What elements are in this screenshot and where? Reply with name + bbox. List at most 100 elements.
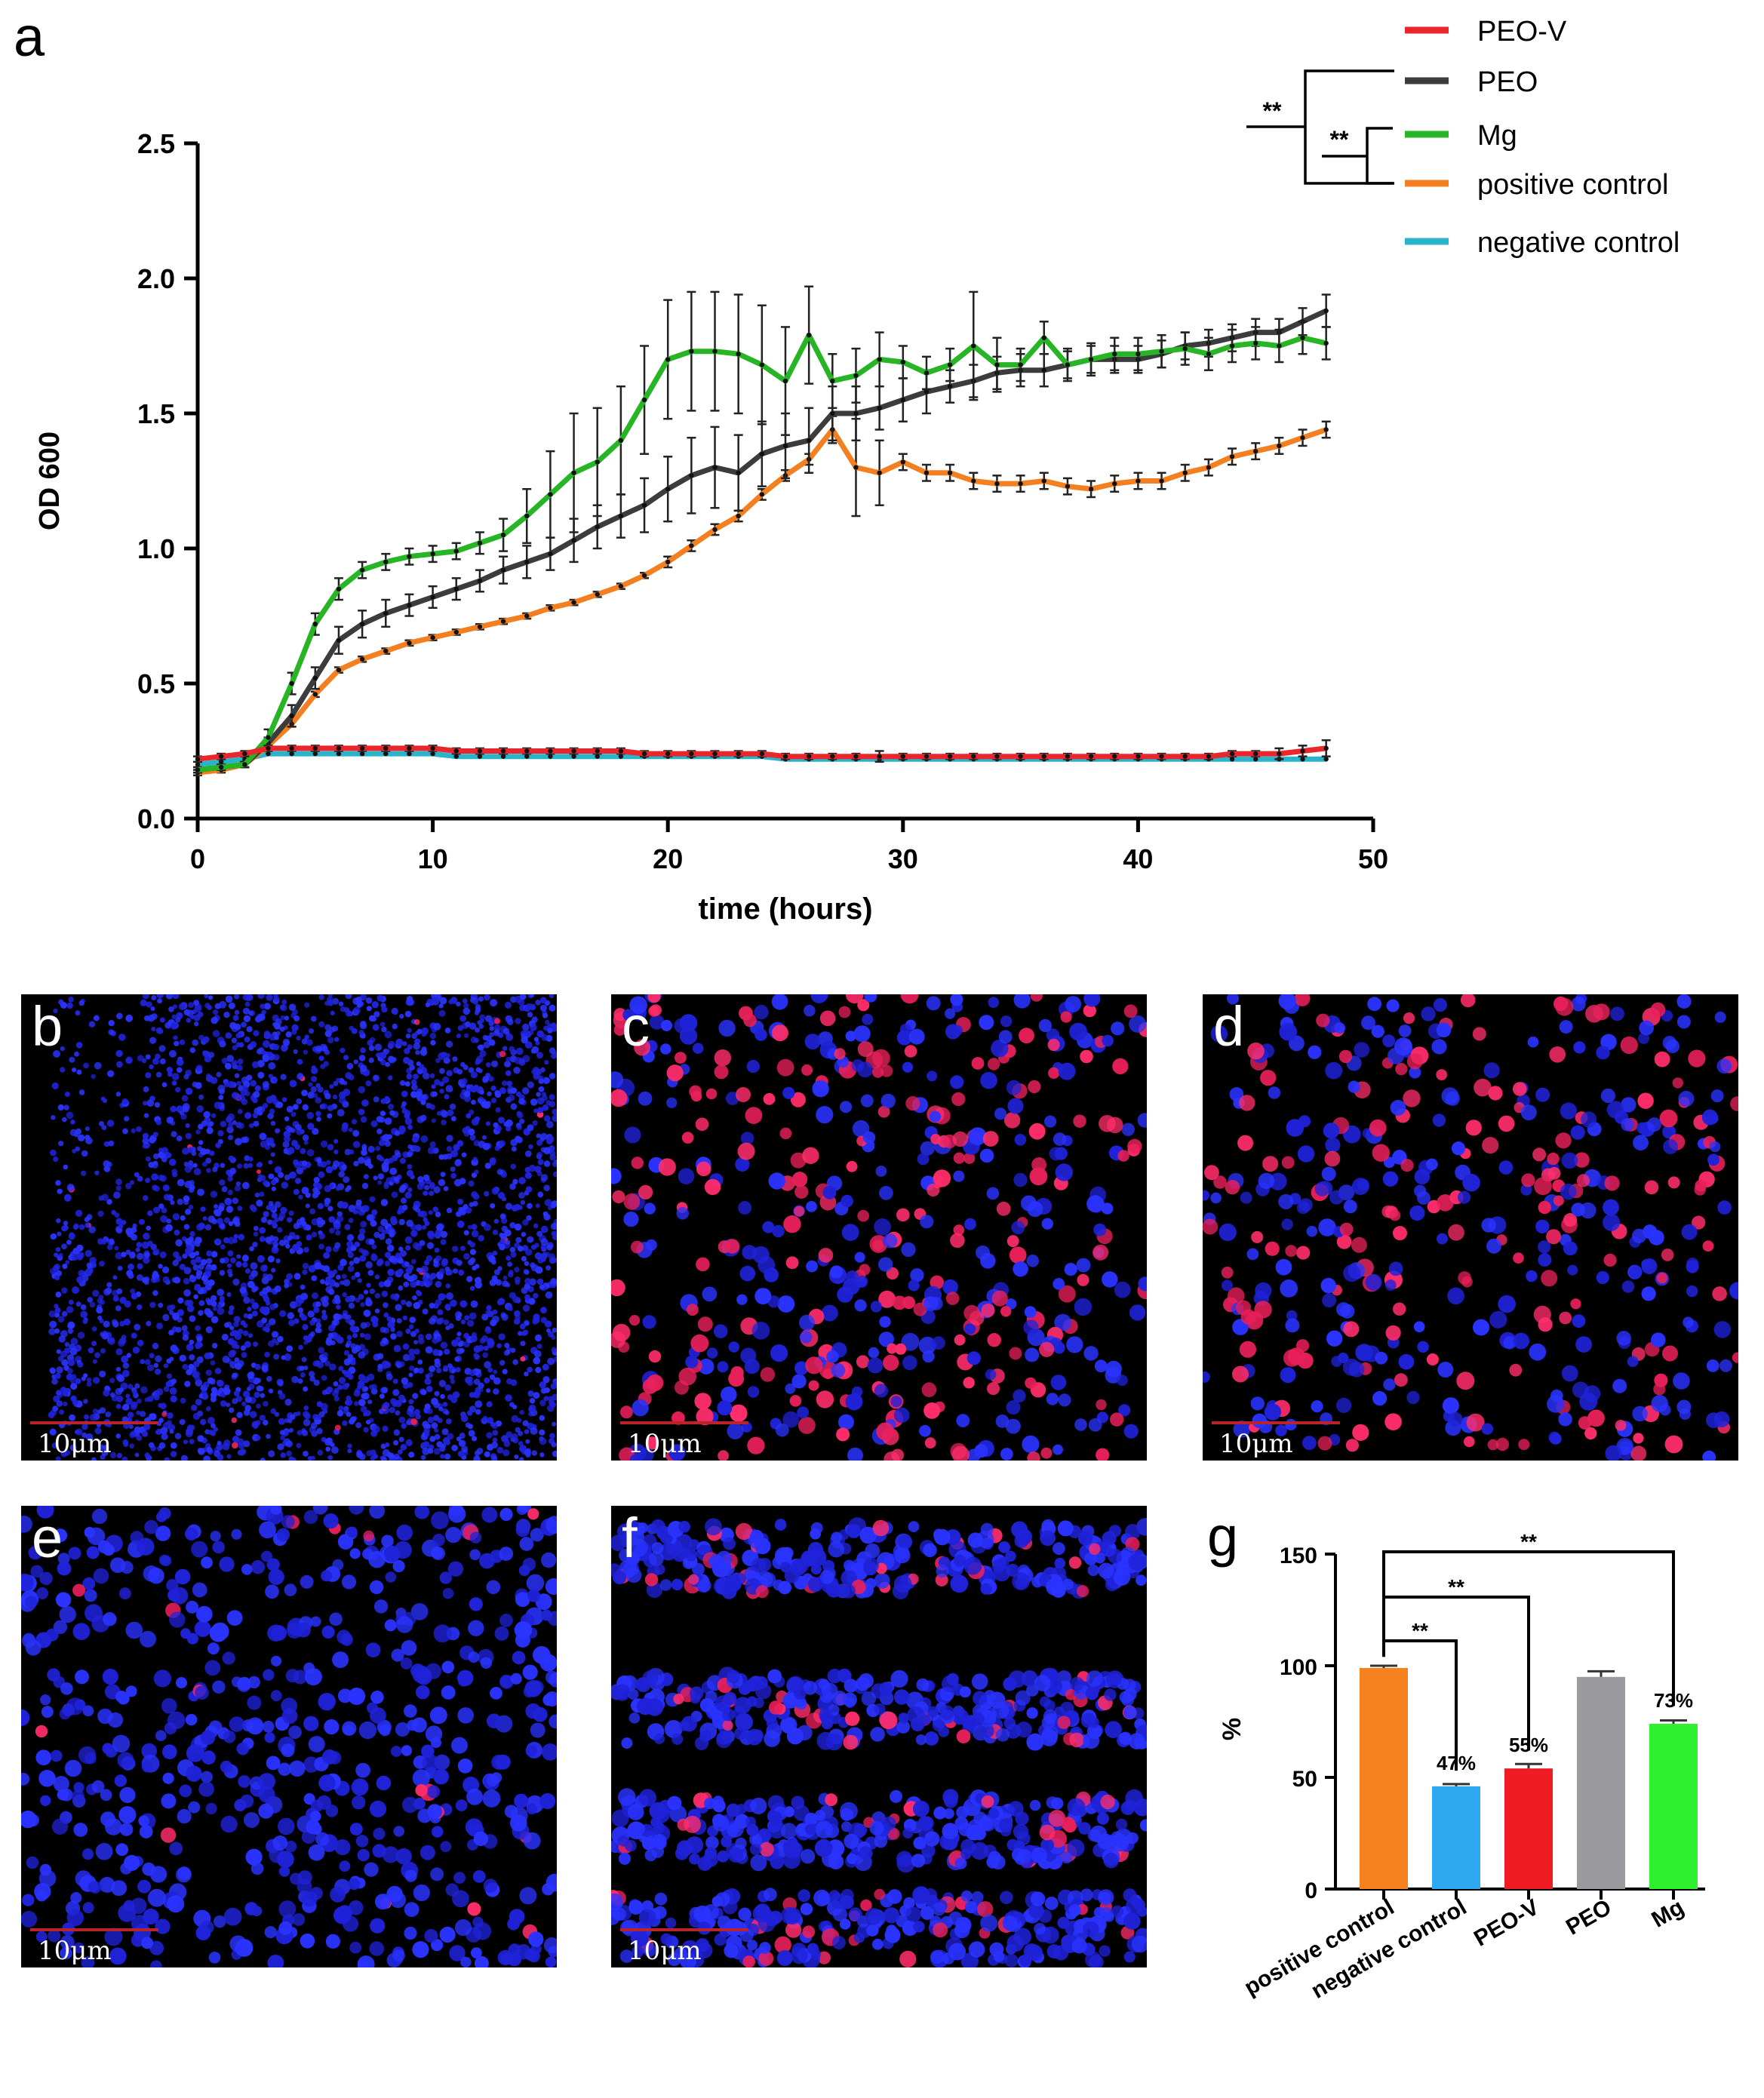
live-cell: [854, 1299, 867, 1312]
live-cell: [360, 1047, 366, 1054]
data-point: [359, 751, 365, 757]
live-cell: [195, 1129, 201, 1135]
data-point: [336, 586, 342, 591]
dead-cell: [933, 1169, 951, 1187]
live-cell: [340, 1006, 346, 1012]
live-cell: [117, 1375, 124, 1382]
live-cell: [89, 1301, 96, 1308]
live-cell: [230, 1350, 237, 1356]
live-cell: [507, 1271, 514, 1278]
live-cell: [198, 1448, 205, 1455]
live-cell: [540, 1225, 549, 1233]
live-cell: [223, 1387, 231, 1396]
data-point: [618, 748, 624, 754]
live-cell: [234, 994, 240, 1000]
dead-cell: [666, 1064, 684, 1082]
data-point: [1065, 362, 1071, 367]
live-cell: [243, 1015, 251, 1022]
live-cell: [131, 1401, 138, 1408]
live-cell: [746, 1060, 760, 1074]
data-point: [736, 352, 741, 357]
live-cell: [405, 998, 413, 1006]
live-cell: [544, 1320, 552, 1328]
data-point: [1277, 343, 1282, 349]
live-cell: [268, 1450, 275, 1458]
live-cell: [397, 1268, 404, 1275]
live-cell: [195, 1064, 203, 1072]
live-cell: [496, 1169, 503, 1175]
live-cell: [198, 1393, 204, 1399]
live-cell: [83, 1399, 88, 1404]
live-cell: [137, 1055, 144, 1061]
live-cell: [189, 1180, 195, 1186]
live-cell: [550, 1277, 557, 1286]
live-cell: [1538, 1253, 1552, 1267]
live-cell: [438, 1406, 444, 1411]
live-cell: [68, 1233, 75, 1240]
live-cell: [297, 1430, 303, 1436]
live-cell: [552, 1421, 557, 1427]
dead-cell: [1251, 1230, 1264, 1243]
live-cell: [103, 1141, 110, 1147]
live-cell: [220, 1400, 227, 1407]
live-cell: [474, 1037, 479, 1043]
live-cell: [351, 1325, 358, 1332]
live-cell: [69, 1344, 75, 1350]
data-point: [595, 748, 600, 754]
live-cell: [320, 1161, 327, 1168]
live-cell: [259, 1191, 265, 1197]
live-cell: [268, 1074, 273, 1079]
live-cell: [250, 1080, 257, 1087]
live-cell: [629, 1454, 642, 1461]
live-cell: [494, 1091, 502, 1098]
live-cell: [137, 1274, 143, 1281]
live-cell: [371, 1001, 379, 1009]
live-cell: [175, 1086, 181, 1093]
live-cell: [489, 1026, 495, 1031]
data-point: [242, 762, 247, 767]
live-cell: [679, 1027, 698, 1045]
live-cell: [268, 1173, 275, 1180]
live-cell: [333, 1149, 339, 1155]
live-cell: [499, 1087, 507, 1095]
live-cell: [244, 1001, 250, 1007]
live-cell: [272, 1241, 279, 1248]
x-axis-label: time (hours): [698, 892, 872, 926]
live-cell: [1457, 1190, 1471, 1204]
live-cell: [297, 1058, 303, 1065]
dead-cell: [859, 1264, 871, 1276]
live-cell: [232, 1197, 239, 1204]
live-cell: [1203, 1371, 1210, 1383]
live-cell: [345, 1317, 351, 1324]
live-cell: [85, 1222, 91, 1228]
live-cell: [248, 1384, 255, 1390]
live-cell: [407, 1151, 413, 1158]
dead-cell: [1025, 1377, 1037, 1389]
live-cell: [424, 1403, 431, 1410]
dead-cell: [905, 1096, 920, 1111]
live-cell: [183, 1277, 190, 1285]
live-cell: [497, 1117, 506, 1124]
live-cell: [349, 1261, 355, 1266]
live-cell: [313, 1177, 320, 1184]
live-cell: [398, 1246, 404, 1252]
live-cell: [395, 1304, 402, 1311]
live-cell: [1365, 1273, 1382, 1291]
live-cell: [88, 1021, 96, 1027]
live-cell: [286, 1273, 293, 1280]
live-cell: [400, 1443, 407, 1451]
dead-cell: [1336, 1234, 1352, 1249]
live-cell: [456, 1220, 465, 1228]
live-cell: [398, 1361, 405, 1368]
live-cell: [293, 1273, 301, 1280]
live-cell: [155, 1053, 161, 1060]
live-cell: [365, 1419, 371, 1425]
live-cell: [692, 1043, 704, 1054]
live-cell: [291, 1139, 298, 1147]
live-cell: [360, 1302, 365, 1307]
live-cell: [1550, 1389, 1563, 1402]
live-cell: [167, 1412, 174, 1419]
live-cell: [702, 1286, 718, 1302]
live-cell: [513, 1067, 521, 1074]
dead-cell: [1534, 1177, 1552, 1196]
